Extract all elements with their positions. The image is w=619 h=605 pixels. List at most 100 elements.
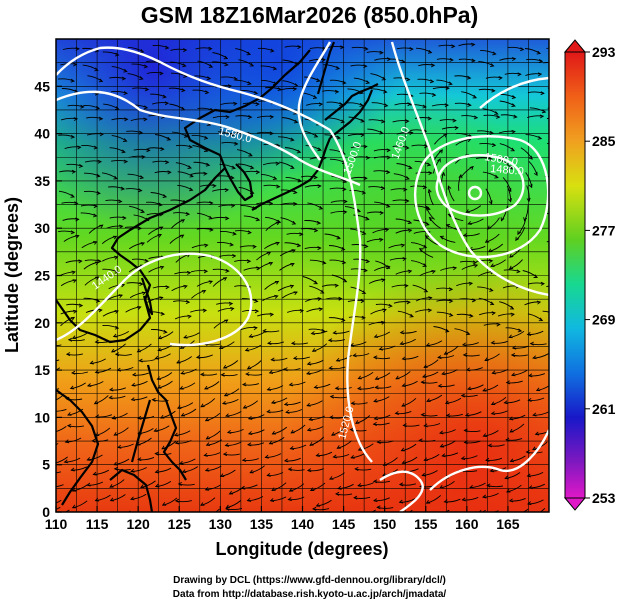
streamline-arrowhead (186, 270, 192, 275)
streamline-arrowhead (463, 428, 468, 433)
streamline-arrowhead (509, 458, 515, 463)
streamline-arrowhead (157, 347, 162, 352)
streamline-arrowhead (379, 210, 385, 215)
streamline-arrowhead (528, 373, 533, 378)
contour-1520-high (413, 135, 549, 259)
streamline-arrowhead (290, 137, 295, 142)
streamline-arrowhead (409, 130, 414, 135)
streamline (215, 508, 220, 512)
streamline-arrowhead (180, 412, 186, 417)
streamline-arrowhead (445, 86, 450, 91)
chart-title: GSM 18Z16Mar2026 (850.0hPa) (140, 2, 479, 28)
streamline-arrowhead (269, 114, 275, 119)
streamline-arrowhead (342, 179, 348, 183)
streamline-arrowhead (452, 118, 457, 123)
streamline-arrowhead (540, 281, 545, 286)
streamline (421, 514, 437, 515)
streamline-arrowhead (269, 498, 275, 502)
streamline-arrowhead (469, 484, 474, 489)
streamline-arrowhead (465, 367, 471, 372)
streamline-arrowhead (355, 420, 360, 424)
streamline-arrowhead (373, 355, 378, 360)
y-axis-ticks: 0 5 10 15 20 25 30 35 40 45 (34, 78, 62, 520)
streamline-arrowhead (222, 277, 228, 281)
streamline-arrowhead (209, 227, 214, 232)
streamline-arrowhead (113, 466, 119, 471)
streamline-arrowhead (397, 514, 401, 517)
streamline-arrowhead (72, 309, 78, 314)
streamline-arrowhead (449, 299, 454, 304)
streamline-arrowhead (306, 468, 312, 473)
streamline-arrowhead (208, 64, 214, 68)
streamline-arrowhead (162, 194, 168, 198)
streamline-arrowhead (445, 328, 450, 333)
streamline-arrowhead (200, 502, 205, 506)
colorbar: 293 285 277 269 261 253 (563, 39, 616, 511)
streamline-arrowhead (424, 235, 430, 240)
streamline-arrowhead (208, 46, 213, 51)
streamline-arrowhead (247, 415, 253, 420)
streamline-arrowhead (308, 417, 313, 422)
streamline-arrowhead (110, 348, 116, 353)
streamline-arrowhead (219, 473, 225, 477)
streamline-arrowhead (183, 48, 188, 53)
streamline-arrowhead (292, 87, 298, 91)
streamline-arrowhead (361, 315, 366, 320)
streamline (56, 506, 61, 510)
streamline-arrowhead (205, 435, 210, 440)
streamline-arrowhead (421, 374, 427, 378)
streamline-arrowhead (293, 190, 298, 195)
streamline-arrowhead (179, 460, 184, 465)
streamline-arrowhead (334, 89, 340, 94)
coastline-korea (224, 163, 254, 202)
streamline-arrowhead (205, 442, 211, 447)
streamline-arrowhead (505, 488, 511, 493)
x-tick-label: 150 (373, 516, 397, 532)
streamline-arrowhead (405, 119, 410, 124)
streamline-arrowhead (112, 333, 118, 338)
streamline-arrowhead (159, 71, 164, 76)
streamline-arrowhead (422, 263, 428, 267)
streamline-arrowhead (292, 356, 298, 361)
streamline-arrowhead (283, 458, 289, 463)
streamline-arrowhead (137, 226, 142, 231)
streamline-arrowhead (183, 133, 189, 138)
streamline-arrowhead (482, 387, 487, 392)
streamline-arrowhead (120, 186, 126, 191)
streamline-arrowhead (249, 469, 254, 474)
streamline-arrowhead (354, 466, 359, 471)
streamline-arrowhead (255, 102, 260, 107)
streamline-arrowhead (532, 412, 537, 417)
streamline-arrowhead (268, 201, 274, 206)
streamline-arrowhead (409, 313, 414, 318)
streamline-arrowhead (246, 259, 252, 264)
streamline-arrowhead (95, 414, 100, 419)
streamline-arrowhead (204, 243, 209, 248)
streamline-arrowhead (379, 50, 384, 55)
streamline-arrowhead (464, 412, 470, 417)
streamline-arrowhead (429, 79, 435, 84)
streamline-arrowhead (460, 456, 466, 461)
streamline-arrowhead (287, 497, 292, 502)
streamline-arrowhead (89, 360, 94, 365)
streamline-arrowhead (225, 268, 230, 273)
streamline-arrowhead (203, 171, 208, 176)
coastline-sakhalin (316, 41, 336, 95)
streamline-arrowhead (189, 173, 194, 178)
y-tick-label: 35 (34, 173, 50, 189)
streamline-arrowhead (94, 276, 100, 281)
streamline-arrowhead (378, 346, 384, 351)
streamline-arrowhead (386, 203, 391, 208)
streamline-arrowhead (533, 274, 538, 278)
coastline-china (56, 49, 311, 344)
streamline-arrowhead (140, 209, 145, 213)
streamline-arrowhead (130, 496, 135, 501)
streamline-arrowhead (144, 258, 149, 263)
streamline-arrowhead (244, 347, 250, 352)
streamline-arrowhead (449, 57, 454, 62)
streamline-arrowhead (422, 185, 428, 190)
streamline-arrowhead (177, 481, 182, 486)
streamline-arrowhead (157, 234, 162, 238)
streamline-arrowhead (408, 165, 413, 170)
streamline-arrowhead (266, 387, 272, 391)
